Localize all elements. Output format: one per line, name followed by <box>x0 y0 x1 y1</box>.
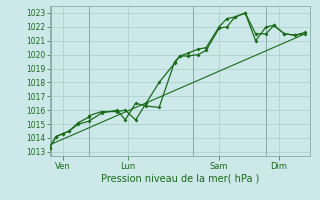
X-axis label: Pression niveau de la mer( hPa ): Pression niveau de la mer( hPa ) <box>101 173 259 183</box>
